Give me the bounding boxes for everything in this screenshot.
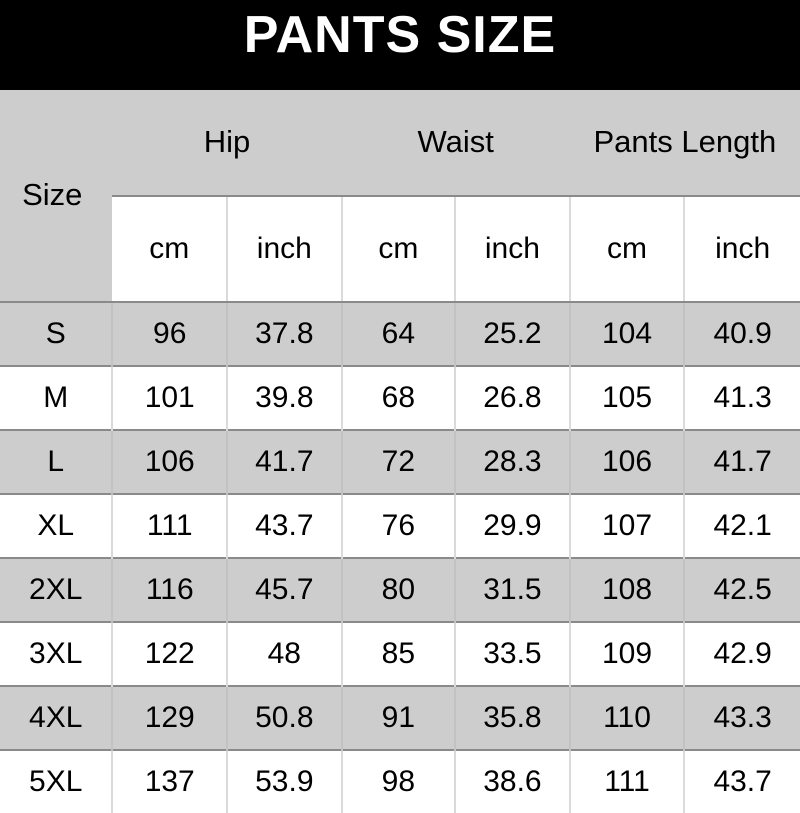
table-head: Size Hip Waist Pants Length cm inch cm i… [0, 90, 800, 303]
table-row: 4XL 129 50.8 91 35.8 110 43.3 [0, 685, 800, 750]
cell-length-inch: 42.5 [683, 557, 800, 622]
header-group-hip: Hip [112, 90, 342, 196]
cell-hip-inch: 45.7 [226, 557, 342, 622]
cell-length-cm: 110 [568, 685, 685, 750]
cell-waist-inch: 33.5 [454, 621, 570, 686]
page-title: PANTS SIZE [243, 6, 557, 64]
cell-size: XL [0, 493, 113, 558]
cell-length-inch: 41.7 [683, 429, 800, 494]
cell-size: S [0, 301, 113, 366]
header-waist-inch: inch [454, 195, 570, 303]
cell-waist-inch: 38.6 [454, 749, 570, 813]
header-hip-inch: inch [226, 195, 342, 303]
cell-waist-cm: 72 [340, 429, 456, 494]
cell-length-inch: 41.3 [683, 365, 800, 430]
header-hip-cm: cm [112, 195, 228, 303]
cell-waist-inch: 35.8 [454, 685, 570, 750]
header-size: Size [0, 90, 113, 302]
cell-length-inch: 43.7 [683, 749, 800, 813]
title-bar: PANTS SIZE [0, 0, 800, 90]
cell-waist-cm: 68 [340, 365, 456, 430]
cell-waist-inch: 26.8 [454, 365, 570, 430]
header-group-pants-length: Pants Length [569, 90, 800, 196]
cell-hip-cm: 129 [111, 685, 228, 750]
cell-hip-inch: 37.8 [226, 301, 342, 366]
cell-hip-cm: 116 [111, 557, 228, 622]
cell-waist-cm: 76 [340, 493, 456, 558]
cell-hip-inch: 39.8 [226, 365, 342, 430]
table-row: 5XL 137 53.9 98 38.6 111 43.7 [0, 749, 800, 813]
cell-waist-cm: 64 [340, 301, 456, 366]
cell-hip-inch: 41.7 [226, 429, 342, 494]
cell-size: 3XL [0, 621, 113, 686]
cell-size: 5XL [0, 749, 113, 813]
cell-waist-inch: 28.3 [454, 429, 570, 494]
cell-length-inch: 40.9 [683, 301, 800, 366]
header-length-cm: cm [568, 195, 685, 303]
header-waist-cm: cm [340, 195, 456, 303]
table-row: S 96 37.8 64 25.2 104 40.9 [0, 301, 800, 366]
cell-size: 2XL [0, 557, 113, 622]
table-row: 3XL 122 48 85 33.5 109 42.9 [0, 621, 800, 686]
header-group-row: Size Hip Waist Pants Length [0, 90, 800, 302]
cell-length-inch: 42.1 [683, 493, 800, 558]
cell-waist-inch: 31.5 [454, 557, 570, 622]
cell-waist-cm: 85 [340, 621, 456, 686]
cell-hip-cm: 101 [111, 365, 228, 430]
cell-size: M [0, 365, 113, 430]
cell-hip-cm: 111 [111, 493, 228, 558]
cell-hip-cm: 122 [111, 621, 228, 686]
cell-length-cm: 111 [568, 749, 685, 813]
header-length-inch: inch [683, 195, 800, 303]
cell-length-inch: 43.3 [683, 685, 800, 750]
cell-length-cm: 109 [568, 621, 685, 686]
cell-hip-cm: 137 [111, 749, 228, 813]
cell-hip-cm: 96 [111, 301, 228, 366]
pants-size-table: Size Hip Waist Pants Length cm inch cm i… [0, 90, 800, 813]
cell-size: L [0, 429, 113, 494]
table-row: M 101 39.8 68 26.8 105 41.3 [0, 365, 800, 430]
cell-length-cm: 106 [568, 429, 685, 494]
header-unit-row: cm inch cm inch cm inch [0, 195, 800, 303]
table-row: 2XL 116 45.7 80 31.5 108 42.5 [0, 557, 800, 622]
cell-waist-cm: 98 [340, 749, 456, 813]
cell-hip-cm: 106 [111, 429, 228, 494]
table-row: L 106 41.7 72 28.3 106 41.7 [0, 429, 800, 494]
cell-hip-inch: 50.8 [226, 685, 342, 750]
cell-length-cm: 108 [568, 557, 685, 622]
cell-hip-inch: 53.9 [226, 749, 342, 813]
cell-waist-cm: 91 [340, 685, 456, 750]
cell-length-cm: 104 [568, 301, 685, 366]
cell-waist-inch: 25.2 [454, 301, 570, 366]
cell-length-inch: 42.9 [683, 621, 800, 686]
table-row: XL 111 43.7 76 29.9 107 42.1 [0, 493, 800, 558]
cell-length-cm: 107 [568, 493, 685, 558]
cell-hip-inch: 43.7 [226, 493, 342, 558]
cell-waist-inch: 29.9 [454, 493, 570, 558]
table-body: S 96 37.8 64 25.2 104 40.9 M 101 39.8 68 26.8 105 41.… [0, 301, 800, 813]
cell-hip-inch: 48 [226, 621, 342, 686]
cell-length-cm: 105 [568, 365, 685, 430]
cell-size: 4XL [0, 685, 113, 750]
cell-waist-cm: 80 [340, 557, 456, 622]
header-group-waist: Waist [341, 90, 570, 196]
